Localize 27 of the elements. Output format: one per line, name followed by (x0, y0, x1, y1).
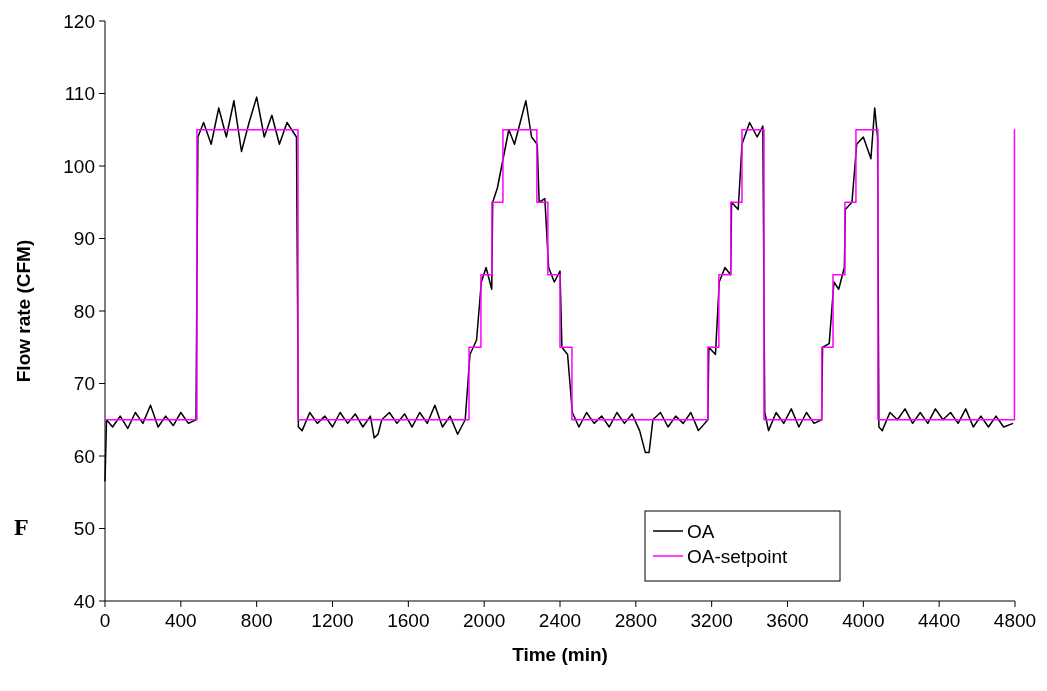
y-axis-title: Flow rate (CFM) (13, 239, 34, 383)
y-tick-label: 90 (73, 228, 95, 250)
legend-label: OA-setpoint (687, 545, 789, 567)
y-tick-label: 100 (63, 155, 95, 177)
y-tick-label: 40 (73, 590, 95, 612)
x-tick-label: 4800 (993, 610, 1037, 631)
x-tick-label: 2000 (463, 610, 506, 631)
x-tick-label: 800 (240, 610, 273, 631)
legend-label: OA (687, 520, 715, 542)
x-tick-label: 3600 (766, 610, 809, 631)
x-tick-label: 0 (99, 610, 111, 631)
text: F (14, 514, 29, 540)
x-tick-label: 4000 (842, 610, 885, 631)
y-tick-label: 50 (73, 518, 95, 540)
x-tick-label: 4400 (918, 610, 961, 631)
x-tick-label: 1200 (311, 610, 354, 631)
x-tick-label: 400 (164, 610, 197, 631)
y-tick-label: 60 (73, 445, 95, 467)
y-tick-label: 120 (63, 10, 95, 32)
y-tick-label: 70 (73, 373, 95, 395)
y-tick-label: 80 (73, 300, 95, 322)
y-tick-label: 110 (64, 83, 95, 105)
x-tick-label: 1600 (387, 610, 430, 631)
x-tick-label: 3200 (690, 610, 733, 631)
x-axis-title: Time (min) (512, 644, 608, 665)
x-tick-label: 2800 (614, 610, 657, 631)
x-tick-label: 2400 (538, 610, 582, 631)
